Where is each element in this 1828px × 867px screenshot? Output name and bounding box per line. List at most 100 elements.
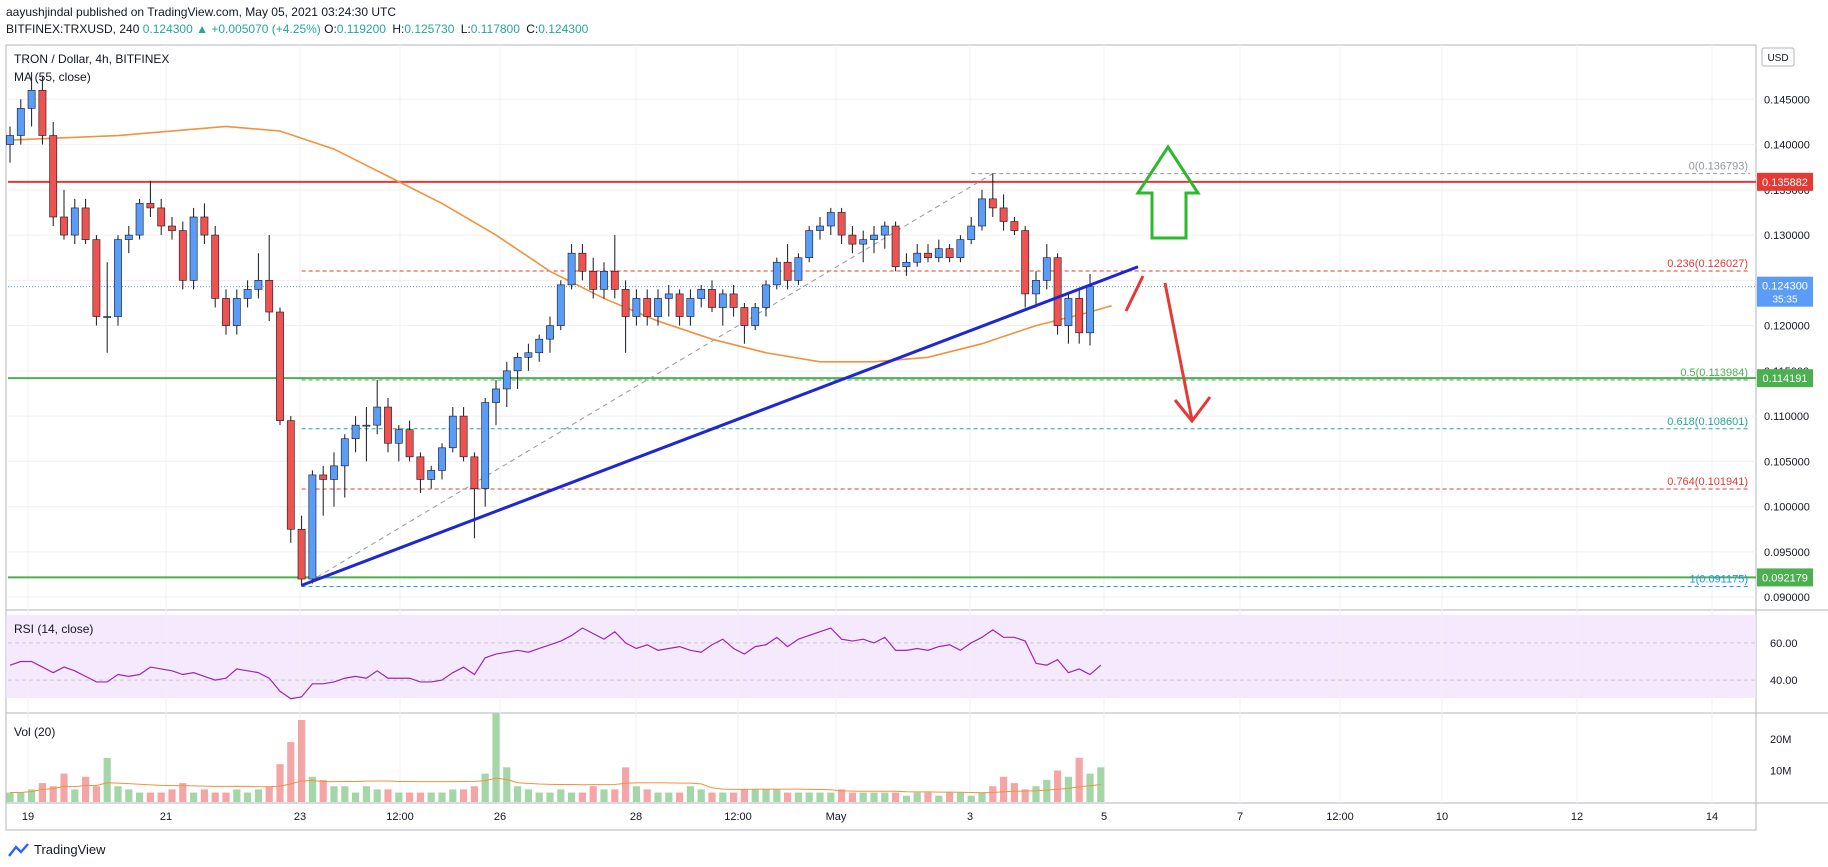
volume-bar (125, 789, 133, 802)
candle (805, 230, 814, 259)
fib-label: 0.764(0.101941) (1667, 476, 1748, 488)
volume-bar (157, 792, 165, 802)
red-down-arrow-shaft (1163, 282, 1194, 421)
volume-bar (730, 792, 738, 802)
candle (38, 89, 47, 136)
level-label: 0.135882 (1762, 177, 1808, 189)
candle (157, 207, 166, 227)
volume-bar (1075, 757, 1083, 802)
candle (168, 225, 176, 231)
candle (362, 424, 371, 427)
level-label: 0.092179 (1762, 572, 1808, 584)
candle (664, 293, 673, 299)
candle (751, 307, 760, 326)
volume-bar (881, 792, 889, 802)
volume-bar (449, 789, 457, 802)
x-tick-label: 23 (294, 811, 306, 823)
volume-bar (794, 792, 802, 802)
candle (49, 135, 58, 218)
y-tick-label: 0.140000 (1764, 140, 1810, 152)
candle (978, 198, 986, 227)
x-tick-label: 12:00 (1326, 811, 1354, 823)
candle (146, 203, 155, 209)
volume-bar (665, 792, 673, 802)
candles (6, 72, 1094, 587)
level-badge (1757, 369, 1813, 388)
volume-bar (103, 757, 111, 802)
vol-tick-label: 20M (1770, 734, 1791, 746)
volume-bar (535, 792, 543, 802)
volume-bar (913, 792, 921, 802)
publisher-line: aayushjindal published on TradingView.co… (6, 5, 397, 19)
volume-bar (179, 783, 187, 802)
candle (848, 234, 857, 245)
candle (524, 352, 533, 358)
candle (772, 261, 781, 286)
x-tick-label: 28 (630, 811, 642, 823)
x-tick-label: 5 (1101, 811, 1107, 823)
candle (200, 216, 209, 236)
candle (686, 298, 695, 317)
trendline[interactable] (301, 265, 1139, 587)
grid (8, 45, 1756, 803)
candle (1021, 230, 1030, 295)
candle (308, 474, 317, 580)
high-value: 0.125730 (404, 22, 455, 36)
last-price: 0.124300 (142, 22, 193, 36)
candle (6, 135, 14, 145)
volume-bar (568, 792, 576, 802)
rsi-line (9, 627, 1102, 700)
candle (880, 225, 889, 236)
volume-bar (470, 786, 478, 802)
candle (1075, 298, 1084, 334)
candle (211, 234, 220, 299)
volume-bar (481, 773, 489, 802)
volume-bar (978, 792, 986, 802)
candle (276, 311, 284, 421)
volume-bar (632, 786, 640, 802)
candle (481, 402, 490, 489)
volume-bar (827, 792, 835, 802)
volume-bar (265, 786, 273, 802)
volume-bar (643, 789, 651, 802)
volume-bar (589, 786, 597, 802)
volume-bar (341, 786, 349, 802)
low-label: L: (460, 22, 471, 36)
indicator-label: MA (55, close) (14, 70, 91, 84)
volume-bar (751, 789, 759, 802)
footer-brand[interactable]: TradingView (8, 842, 106, 857)
fib-label: 0.5(0.113984) (1680, 367, 1748, 379)
currency-badge[interactable] (1761, 47, 1795, 67)
x-tick-label: May (826, 811, 847, 823)
volume-bar (848, 792, 856, 802)
candle (762, 284, 770, 308)
rsi-tick-label: 60.00 (1770, 638, 1798, 650)
candle (826, 212, 835, 227)
volume-bar (319, 779, 327, 802)
volume-bar (298, 720, 306, 802)
volume-bar (740, 789, 748, 802)
candle (1053, 257, 1062, 326)
red-arrow-stub (1124, 275, 1145, 312)
volume-bar (784, 792, 792, 802)
candle (124, 234, 133, 240)
volume-bar (211, 792, 219, 802)
last-price-label: 0.124300 (1762, 281, 1808, 293)
candle (351, 424, 360, 440)
volume-bar (1021, 789, 1029, 802)
up-triangle-icon: ▲ (196, 22, 209, 36)
green-up-arrow-icon (1135, 144, 1201, 240)
axes: 0.1450000.1400000.1350000.1300000.125000… (22, 94, 1813, 823)
volume-bar (1043, 779, 1051, 802)
chart-frame (5, 44, 1757, 831)
volume-bar (49, 786, 57, 802)
volume-bar (967, 795, 975, 802)
candle (492, 388, 500, 403)
low-value: 0.117800 (470, 22, 520, 36)
volume-bar (28, 789, 36, 802)
candle (27, 89, 36, 109)
symbol: BITFINEX:TRXUSD, 240 (6, 22, 140, 36)
candle (330, 465, 338, 480)
volume-bar (395, 792, 403, 802)
